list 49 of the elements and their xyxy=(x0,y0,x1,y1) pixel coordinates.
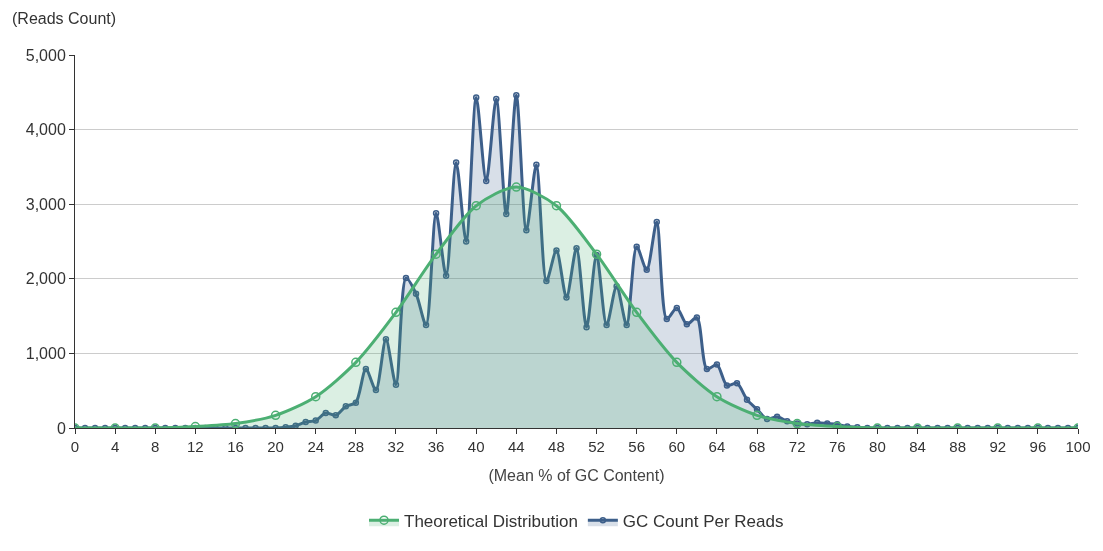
x-tick-label: 44 xyxy=(507,438,525,455)
y-tick-label: 5,000 xyxy=(25,46,66,64)
x-tick-label: 24 xyxy=(307,438,325,455)
point xyxy=(391,307,401,318)
x-tick-label: 28 xyxy=(347,438,365,455)
x-tick-label: 32 xyxy=(387,438,405,455)
point xyxy=(712,391,722,402)
y-tick-label: 2,000 xyxy=(25,270,66,288)
point xyxy=(431,249,441,259)
point xyxy=(752,410,762,421)
legend-label: GC Count Per Reads xyxy=(622,511,784,531)
legend-label: Theoretical Distribution xyxy=(404,511,578,531)
point xyxy=(471,200,481,211)
point xyxy=(511,182,522,192)
point xyxy=(551,200,562,211)
x-tick-label: 96 xyxy=(1029,438,1047,455)
x-tick-label: 20 xyxy=(267,438,284,455)
point xyxy=(351,357,361,368)
y-tick-label: 4,000 xyxy=(25,121,66,139)
point xyxy=(631,307,642,318)
y-tick-label: 0 xyxy=(56,419,66,437)
x-tick-label: 36 xyxy=(427,438,445,455)
y-tick-label: 1,000 xyxy=(25,345,66,362)
x-tick-label: 92 xyxy=(989,438,1007,455)
x-tick-label: 16 xyxy=(227,438,244,455)
x-tick-label: 0 xyxy=(70,438,80,455)
y-axis-title: (Reads Count) xyxy=(12,10,117,27)
x-tick-label: 4 xyxy=(110,438,120,455)
x-axis-title: (Mean % of GC Content) xyxy=(488,466,665,484)
x-tick-label: 100 xyxy=(1065,438,1091,455)
x-tick-label: 52 xyxy=(588,438,605,455)
x-tick-label: 88 xyxy=(949,438,966,455)
x-tick-label: 56 xyxy=(628,438,646,455)
point xyxy=(310,391,321,402)
x-tick-label: 48 xyxy=(548,438,565,455)
y-tick-label: 3,000 xyxy=(25,195,66,213)
x-tick-label: 68 xyxy=(748,438,766,455)
x-tick-label: 40 xyxy=(467,438,485,455)
point xyxy=(270,410,281,421)
point xyxy=(672,357,682,368)
x-tick-label: 60 xyxy=(668,438,686,455)
x-tick-label: 12 xyxy=(187,438,204,455)
point xyxy=(230,418,241,428)
x-tick-label: 64 xyxy=(708,438,726,455)
x-tick-label: 72 xyxy=(788,438,806,455)
x-tick-label: 84 xyxy=(909,438,926,455)
x-tick-label: 76 xyxy=(828,438,846,455)
x-tick-label: 80 xyxy=(869,438,886,455)
x-tick-label: 8 xyxy=(151,438,160,455)
